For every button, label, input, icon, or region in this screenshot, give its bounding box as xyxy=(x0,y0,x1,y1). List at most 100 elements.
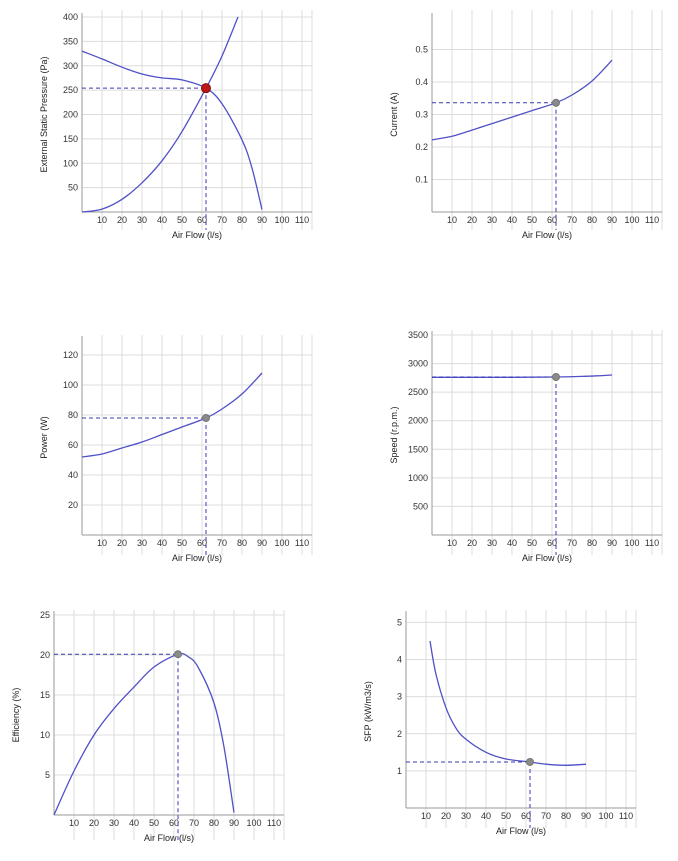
x-tick-label: 90 xyxy=(229,818,239,828)
current-chart: 10 20 30 40 50 60 70 80 90 100 110 0.1 0.2 0.3 0.4 0.5 A… xyxy=(389,10,663,240)
series-line xyxy=(53,652,235,816)
x-tick-label: 40 xyxy=(507,215,517,225)
x-tick-label: 20 xyxy=(89,818,99,828)
speed-chart: 10 20 30 40 50 60 70 80 90 100 110 500 1000 1500 2000 2… xyxy=(389,330,663,563)
x-tick-label: 10 xyxy=(447,538,457,548)
pressure-chart: 10 20 30 40 50 60 70 80 90 100 110 50 100 150 200 250 30… xyxy=(39,10,313,240)
operating-point-marker xyxy=(526,757,534,766)
x-tick-label: 100 xyxy=(624,538,639,548)
x-tick-label: 30 xyxy=(487,215,497,225)
power-chart: 10 20 30 40 50 60 70 80 90 100 110 20 40 60 80 100 120 Ai… xyxy=(39,335,313,563)
x-tick-label: 30 xyxy=(109,818,119,828)
x-axis-label: Air Flow (l/s) xyxy=(522,230,572,240)
y-tick-label: 50 xyxy=(68,183,78,193)
y-tick-label: 400 xyxy=(63,12,78,22)
x-axis-label: Air Flow (l/s) xyxy=(172,230,222,240)
operating-point-marker xyxy=(201,83,211,94)
x-tick-label: 110 xyxy=(645,538,659,548)
y-tick-label: 1 xyxy=(397,766,402,776)
y-tick-label: 2 xyxy=(397,729,402,739)
x-tick-label: 90 xyxy=(257,538,267,548)
y-tick-label: 0.2 xyxy=(415,142,428,152)
x-tick-label: 80 xyxy=(587,538,597,548)
x-tick-label: 10 xyxy=(97,215,107,225)
y-axis-label: Power (W) xyxy=(39,416,49,459)
x-tick-label: 70 xyxy=(567,538,577,548)
x-tick-label: 50 xyxy=(149,818,159,828)
x-tick-label: 100 xyxy=(246,818,261,828)
y-tick-label: 500 xyxy=(413,501,428,511)
x-axis-label: Air Flow (l/s) xyxy=(496,826,546,836)
series-line xyxy=(432,374,613,378)
y-tick-label: 20 xyxy=(68,500,78,510)
x-tick-label: 10 xyxy=(69,818,79,828)
x-tick-label: 60 xyxy=(547,215,557,225)
y-tick-label: 3 xyxy=(397,692,402,702)
x-tick-label: 10 xyxy=(97,538,107,548)
y-tick-label: 60 xyxy=(68,440,78,450)
operating-point-marker xyxy=(552,98,560,107)
x-tick-label: 20 xyxy=(441,811,451,821)
series-line xyxy=(81,50,263,210)
y-tick-label: 350 xyxy=(63,36,78,46)
y-tick-label: 15 xyxy=(40,690,50,700)
y-tick-label: 5 xyxy=(397,617,402,627)
x-tick-label: 80 xyxy=(237,538,247,548)
series-line xyxy=(81,372,263,458)
y-tick-label: 4 xyxy=(397,655,402,665)
x-tick-label: 60 xyxy=(521,811,531,821)
x-tick-label: 110 xyxy=(267,818,281,828)
y-axis-label: Speed (r.p.m.) xyxy=(389,406,399,463)
y-tick-label: 3000 xyxy=(408,359,428,369)
y-tick-label: 150 xyxy=(63,134,78,144)
x-tick-label: 90 xyxy=(607,538,617,548)
y-tick-label: 3500 xyxy=(408,330,428,340)
y-tick-label: 0.1 xyxy=(415,175,428,185)
x-tick-label: 60 xyxy=(169,818,179,828)
series-line xyxy=(429,640,587,766)
x-tick-label: 70 xyxy=(567,215,577,225)
x-tick-label: 60 xyxy=(547,538,557,548)
x-tick-label: 80 xyxy=(209,818,219,828)
efficiency-chart: 10 20 30 40 50 60 70 80 90 100 110 5 10 15 20 25 Air Flo… xyxy=(11,610,285,843)
x-tick-label: 30 xyxy=(487,538,497,548)
y-tick-label: 100 xyxy=(63,380,78,390)
x-axis-label: Air Flow (l/s) xyxy=(172,553,222,563)
y-tick-label: 300 xyxy=(63,61,78,71)
x-tick-label: 20 xyxy=(467,538,477,548)
y-tick-label: 10 xyxy=(40,730,50,740)
x-axis-label: Air Flow (l/s) xyxy=(522,553,572,563)
y-tick-label: 20 xyxy=(40,650,50,660)
x-tick-label: 40 xyxy=(157,538,167,548)
x-tick-label: 80 xyxy=(587,215,597,225)
x-tick-label: 100 xyxy=(274,538,289,548)
x-tick-label: 50 xyxy=(177,538,187,548)
y-axis-label: External Static Pressure (Pa) xyxy=(39,56,49,172)
x-tick-label: 110 xyxy=(619,811,633,821)
x-tick-label: 110 xyxy=(295,538,309,548)
x-tick-label: 30 xyxy=(137,538,147,548)
sfp-chart: 10 20 30 40 50 60 70 80 90 100 110 1 2 3 4 5 Air Flow (l… xyxy=(363,610,637,836)
x-axis-label: Air Flow (l/s) xyxy=(144,833,194,843)
x-tick-label: 60 xyxy=(197,215,207,225)
x-tick-label: 30 xyxy=(137,215,147,225)
x-tick-label: 40 xyxy=(507,538,517,548)
y-tick-label: 0.5 xyxy=(415,45,428,55)
x-tick-label: 90 xyxy=(607,215,617,225)
x-tick-label: 70 xyxy=(217,538,227,548)
x-tick-label: 100 xyxy=(274,215,289,225)
y-tick-label: 1500 xyxy=(408,444,428,454)
x-tick-label: 70 xyxy=(189,818,199,828)
y-axis-label: Current (A) xyxy=(389,92,399,137)
y-tick-label: 5 xyxy=(45,770,50,780)
y-axis-label: SFP (kW/m3/s) xyxy=(363,681,373,742)
x-tick-label: 90 xyxy=(257,215,267,225)
operating-point-marker xyxy=(174,650,182,659)
y-tick-label: 100 xyxy=(63,158,78,168)
x-tick-label: 20 xyxy=(117,538,127,548)
x-tick-label: 40 xyxy=(157,215,167,225)
operating-point-marker xyxy=(552,373,560,381)
x-tick-label: 80 xyxy=(561,811,571,821)
series-line xyxy=(81,16,239,213)
